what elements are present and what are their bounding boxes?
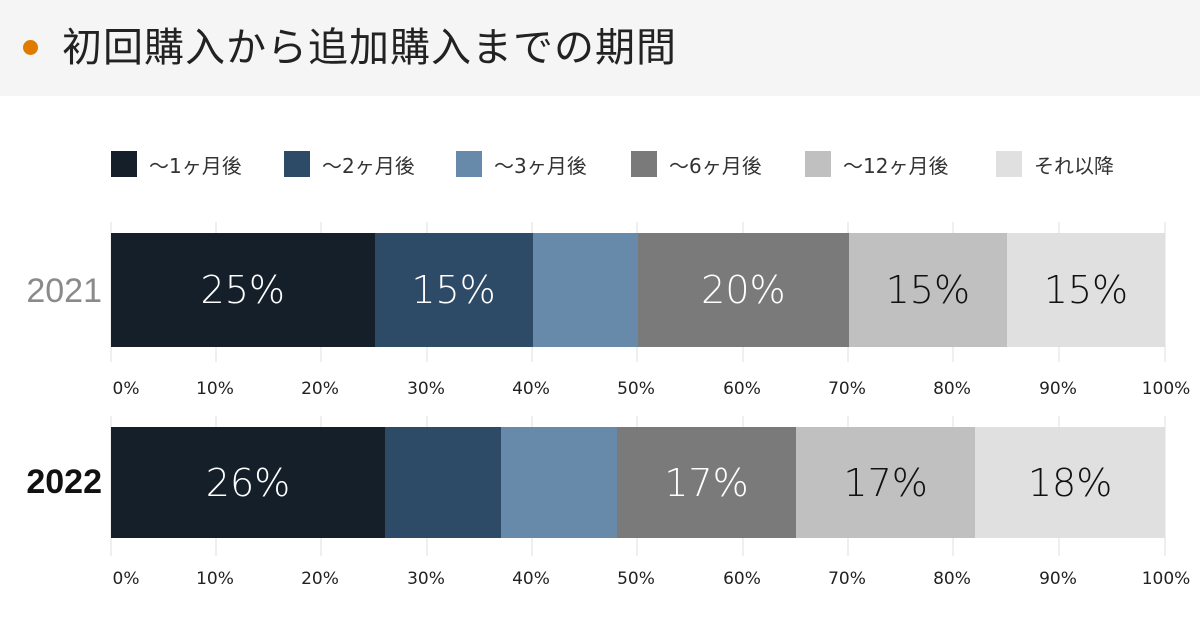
legend-item-3months: 〜3ヶ月後 bbox=[456, 148, 587, 180]
row-label-2021: 2021 bbox=[26, 272, 102, 310]
bar-segment-2months bbox=[385, 427, 501, 538]
x-tick: 10% bbox=[196, 379, 234, 399]
x-axis-ticks-2022: 0% 10% 20% 30% 40% 50% 60% 70% 80% 90% 1… bbox=[0, 569, 1200, 593]
bar-segment-12months: 17% bbox=[796, 427, 976, 538]
x-tick: 10% bbox=[196, 569, 234, 589]
legend-item-12months: 〜12ヶ月後 bbox=[805, 148, 948, 180]
x-tick: 0% bbox=[112, 379, 140, 399]
legend-swatch-icon bbox=[631, 151, 657, 177]
x-tick: 40% bbox=[512, 569, 550, 589]
legend-swatch-icon bbox=[805, 151, 831, 177]
bar-segment-12months: 15% bbox=[848, 233, 1007, 347]
x-tick: 40% bbox=[512, 379, 550, 399]
x-tick: 50% bbox=[617, 379, 655, 399]
chart-header: 初回購入から追加購入までの期間 bbox=[0, 0, 1200, 96]
x-tick: 60% bbox=[723, 379, 761, 399]
x-tick: 50% bbox=[617, 569, 655, 589]
x-tick: 90% bbox=[1039, 569, 1077, 589]
bar-segment-6months: 17% bbox=[616, 427, 797, 538]
x-tick: 70% bbox=[828, 569, 866, 589]
stacked-bar-2021: 25% 15% 20% 15% 15% bbox=[111, 233, 1165, 347]
bar-segment-1month: 25% bbox=[111, 233, 375, 347]
x-tick: 20% bbox=[301, 379, 339, 399]
x-tick: 80% bbox=[933, 569, 971, 589]
bar-segment-later: 18% bbox=[975, 427, 1165, 538]
legend-swatch-icon bbox=[284, 151, 310, 177]
legend-swatch-icon bbox=[111, 151, 137, 177]
legend-label: 〜12ヶ月後 bbox=[843, 153, 949, 178]
x-tick: 100% bbox=[1141, 379, 1191, 399]
legend-label: 〜1ヶ月後 bbox=[149, 153, 242, 178]
row-label-2022: 2022 bbox=[26, 463, 102, 501]
x-tick: 20% bbox=[301, 569, 339, 589]
bar-segment-3months bbox=[500, 427, 617, 538]
stacked-bar-2022: 26% 17% 17% 18% bbox=[111, 427, 1165, 538]
bar-segment-1month: 26% bbox=[111, 427, 386, 538]
legend-swatch-icon bbox=[996, 151, 1022, 177]
chart-legend: 〜1ヶ月後 〜2ヶ月後 〜3ヶ月後 〜6ヶ月後 〜12ヶ月後 それ以降 bbox=[0, 148, 1200, 180]
x-tick: 80% bbox=[933, 379, 971, 399]
legend-item-later: それ以降 bbox=[996, 148, 1114, 180]
x-axis-ticks-2021: 0% 10% 20% 30% 40% 50% 60% 70% 80% 90% 1… bbox=[0, 379, 1200, 403]
legend-label: 〜3ヶ月後 bbox=[494, 153, 587, 178]
legend-label: それ以降 bbox=[1034, 153, 1114, 178]
x-tick: 0% bbox=[112, 569, 140, 589]
x-tick: 30% bbox=[407, 379, 445, 399]
legend-item-1month: 〜1ヶ月後 bbox=[111, 148, 242, 180]
x-tick: 60% bbox=[723, 569, 761, 589]
legend-item-6months: 〜6ヶ月後 bbox=[631, 148, 762, 180]
bar-segment-2months: 15% bbox=[374, 233, 533, 347]
legend-item-2months: 〜2ヶ月後 bbox=[284, 148, 415, 180]
legend-label: 〜6ヶ月後 bbox=[669, 153, 762, 178]
bar-segment-later: 15% bbox=[1006, 233, 1165, 347]
bullet-dot-icon bbox=[23, 40, 38, 55]
x-tick: 30% bbox=[407, 569, 445, 589]
legend-swatch-icon bbox=[456, 151, 482, 177]
x-tick: 100% bbox=[1141, 569, 1191, 589]
bar-segment-3months bbox=[532, 233, 638, 347]
bar-segment-6months: 20% bbox=[637, 233, 849, 347]
legend-label: 〜2ヶ月後 bbox=[322, 153, 415, 178]
x-tick: 70% bbox=[828, 379, 866, 399]
chart-title: 初回購入から追加購入までの期間 bbox=[62, 25, 677, 71]
x-tick: 90% bbox=[1039, 379, 1077, 399]
